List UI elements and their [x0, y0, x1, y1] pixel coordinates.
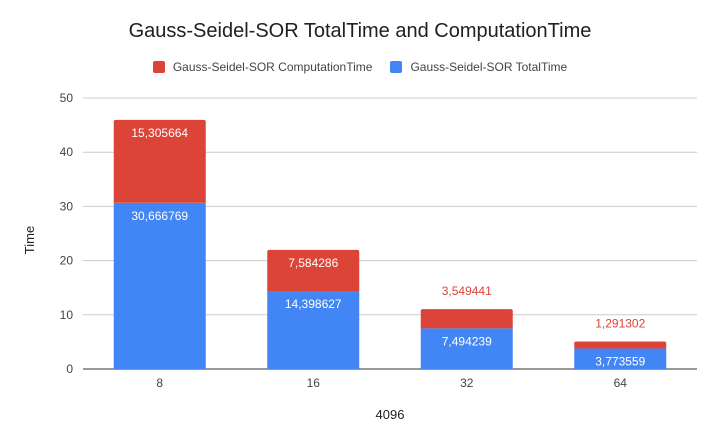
y-tick-label: 40	[60, 145, 74, 159]
bar-computation	[113, 119, 206, 203]
legend: Gauss-Seidel-SOR ComputationTime Gauss-S…	[0, 60, 720, 74]
data-label: 3,549441	[442, 284, 492, 298]
legend-item-total: Gauss-Seidel-SOR TotalTime	[390, 60, 567, 74]
data-label: 14,398627	[285, 297, 342, 311]
y-axis-title: Time	[22, 226, 37, 254]
legend-label-computation: Gauss-Seidel-SOR ComputationTime	[172, 60, 373, 74]
bar-total	[113, 202, 206, 369]
legend-swatch-computation	[152, 61, 165, 73]
x-tick-label: 8	[156, 376, 163, 390]
chart-title: Gauss-Seidel-SOR TotalTime and Computati…	[128, 20, 592, 42]
legend-label-total: Gauss-Seidel-SOR TotalTime	[410, 60, 568, 74]
y-tick-label: 30	[60, 199, 74, 213]
y-tick-label: 0	[66, 362, 73, 376]
data-label: 7,494239	[442, 334, 492, 348]
data-label: 3,773559	[595, 355, 645, 369]
bar-total	[267, 290, 360, 369]
bar-total	[420, 328, 513, 369]
data-label: 15,305664	[131, 126, 188, 140]
x-tick-label: 16	[307, 376, 321, 390]
x-axis-title: 4096	[376, 407, 405, 422]
y-tick-label: 20	[60, 254, 74, 268]
x-tick-label: 32	[460, 376, 474, 390]
y-tick-label: 50	[60, 91, 74, 105]
y-tick-label: 10	[60, 308, 74, 322]
bar-computation	[267, 249, 360, 291]
bar-computation	[420, 309, 513, 329]
bar-total	[574, 348, 667, 369]
data-label: 1,291302	[595, 317, 645, 331]
legend-item-computation: Gauss-Seidel-SOR ComputationTime	[152, 60, 373, 74]
data-label: 30,666769	[131, 209, 188, 223]
bar-computation	[574, 341, 667, 349]
legend-swatch-total	[390, 61, 403, 73]
x-tick-label: 64	[614, 376, 628, 390]
data-label: 7,584286	[288, 256, 338, 270]
